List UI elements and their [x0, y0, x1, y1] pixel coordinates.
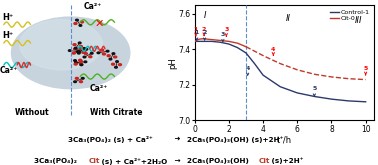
Text: 3: 3: [221, 32, 225, 37]
Circle shape: [109, 58, 112, 60]
Text: 2Ca₅(PO₄)₃(OH) (s)+2H⁺: 2Ca₅(PO₄)₃(OH) (s)+2H⁺: [187, 136, 284, 143]
Circle shape: [83, 56, 86, 58]
Circle shape: [11, 17, 130, 89]
Circle shape: [118, 64, 121, 66]
Circle shape: [79, 81, 82, 83]
Circle shape: [84, 53, 87, 54]
Circle shape: [74, 47, 77, 49]
Circle shape: [115, 66, 117, 68]
Text: 1: 1: [195, 30, 199, 35]
Circle shape: [114, 56, 117, 58]
Circle shape: [97, 52, 100, 54]
Text: H⁺: H⁺: [2, 13, 13, 22]
Text: II: II: [286, 14, 291, 23]
Text: →: →: [172, 158, 183, 164]
Circle shape: [81, 21, 84, 23]
Text: (s)+2H⁺: (s)+2H⁺: [269, 158, 304, 164]
Circle shape: [112, 53, 115, 54]
Circle shape: [116, 61, 118, 62]
Circle shape: [80, 64, 83, 66]
Circle shape: [106, 50, 109, 52]
Circle shape: [77, 49, 80, 50]
Circle shape: [101, 49, 104, 51]
Text: 4: 4: [245, 66, 250, 70]
Circle shape: [68, 50, 71, 51]
Circle shape: [78, 51, 81, 52]
Text: 2: 2: [202, 27, 206, 32]
Circle shape: [74, 23, 77, 24]
Circle shape: [74, 48, 77, 50]
Text: 5: 5: [364, 66, 368, 71]
Text: 2Ca₅(PO₄)₃(OH): 2Ca₅(PO₄)₃(OH): [187, 158, 251, 164]
Circle shape: [20, 20, 102, 70]
Circle shape: [79, 60, 82, 62]
X-axis label: t /h: t /h: [277, 135, 291, 144]
Circle shape: [83, 48, 85, 49]
Text: Ca²⁺: Ca²⁺: [90, 84, 108, 93]
Text: 3: 3: [224, 28, 228, 33]
Legend: Control-1, Cit-0: Control-1, Cit-0: [328, 8, 371, 23]
Text: III: III: [355, 16, 363, 25]
Circle shape: [76, 19, 78, 21]
Circle shape: [78, 42, 81, 44]
Circle shape: [112, 63, 115, 65]
Circle shape: [72, 52, 75, 54]
Circle shape: [90, 52, 93, 54]
Circle shape: [102, 53, 105, 55]
Text: 4: 4: [271, 47, 276, 51]
Circle shape: [73, 44, 76, 46]
Circle shape: [107, 55, 110, 57]
Circle shape: [74, 81, 76, 82]
Circle shape: [74, 60, 76, 61]
Circle shape: [77, 52, 80, 54]
Text: 3Ca₃(PO₄)₂ (s) + Ca²⁺: 3Ca₃(PO₄)₂ (s) + Ca²⁺: [68, 136, 153, 143]
Text: 2: 2: [202, 30, 207, 35]
Circle shape: [85, 49, 88, 50]
Circle shape: [76, 51, 79, 52]
Circle shape: [79, 25, 82, 26]
Text: ✕: ✕: [94, 19, 104, 29]
Text: Ca²⁺: Ca²⁺: [0, 66, 18, 75]
Circle shape: [79, 48, 82, 50]
Y-axis label: pH: pH: [168, 57, 177, 69]
Circle shape: [80, 63, 83, 65]
Text: With Citrate: With Citrate: [90, 108, 143, 117]
Circle shape: [75, 77, 78, 79]
Text: I: I: [204, 11, 206, 20]
Circle shape: [82, 51, 85, 53]
Text: Cit: Cit: [89, 158, 100, 164]
Text: Cit: Cit: [259, 158, 270, 164]
Circle shape: [74, 63, 77, 65]
Circle shape: [84, 61, 87, 63]
Circle shape: [79, 59, 82, 61]
Circle shape: [75, 62, 77, 64]
Text: Ca²⁺: Ca²⁺: [84, 2, 102, 11]
Text: 5: 5: [312, 86, 316, 91]
Text: 3Ca₃(PO₄)₂: 3Ca₃(PO₄)₂: [34, 158, 79, 164]
Circle shape: [89, 56, 92, 58]
Text: 1: 1: [194, 27, 198, 32]
Text: ➜: ➜: [172, 136, 183, 142]
Circle shape: [81, 78, 84, 79]
Text: Without: Without: [14, 108, 49, 117]
Circle shape: [83, 51, 86, 53]
Circle shape: [79, 46, 82, 47]
Text: H⁺: H⁺: [2, 32, 13, 40]
Text: (s) + Ca²⁺+2H₂O: (s) + Ca²⁺+2H₂O: [99, 158, 167, 165]
